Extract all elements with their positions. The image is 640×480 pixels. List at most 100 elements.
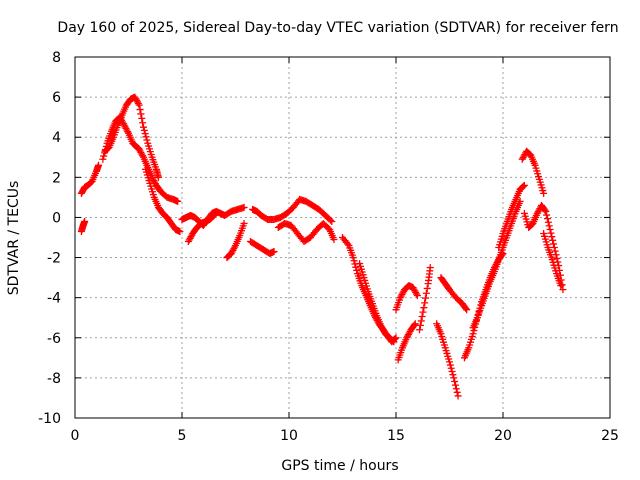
series-track-o (394, 320, 419, 364)
data-point (344, 240, 352, 248)
y-tick-label: 2 (52, 170, 61, 186)
data-point (447, 364, 455, 372)
data-point (240, 219, 248, 227)
data-point (446, 358, 453, 366)
data-point (550, 240, 558, 248)
data-point (543, 211, 551, 219)
data-point (210, 211, 218, 219)
series-track-e (142, 165, 184, 235)
data-point (416, 326, 424, 334)
data-point (551, 247, 559, 255)
y-tick-label: 0 (52, 210, 61, 226)
series-track-d (101, 93, 162, 181)
x-axis-label: GPS time / hours (281, 458, 398, 474)
data-point (451, 377, 459, 385)
data-point (418, 313, 426, 321)
data-point (559, 286, 567, 294)
data-point (330, 236, 338, 244)
data-point (541, 206, 549, 214)
data-point (124, 128, 132, 136)
series-track-q (433, 320, 462, 400)
data-point (413, 290, 421, 298)
y-tick-label: 6 (52, 90, 61, 106)
data-point (349, 254, 357, 262)
data-point (540, 189, 548, 197)
series-track-n (392, 282, 421, 314)
data-point (463, 306, 471, 314)
data-point (520, 182, 528, 190)
y-tick-label: -4 (47, 291, 61, 307)
plot-frame (74, 56, 611, 419)
y-tick-label: -2 (47, 251, 61, 267)
data-point (452, 385, 460, 393)
data-point (421, 299, 429, 307)
data-point (140, 126, 148, 134)
data-point (139, 123, 147, 131)
y-tick-label: -6 (47, 331, 61, 347)
data-point (557, 282, 565, 290)
data-point (95, 161, 103, 169)
data-point (411, 320, 419, 328)
data-point (176, 227, 184, 235)
data-point (231, 243, 239, 251)
series-track-x (540, 229, 565, 290)
series-track-r (437, 274, 471, 314)
data-point (549, 236, 557, 244)
data-point (390, 338, 398, 346)
data-point (350, 257, 358, 265)
data-point (99, 155, 107, 163)
y-tick-label: 4 (52, 130, 61, 146)
series-track-g (184, 211, 218, 246)
x-tick-label: 15 (387, 428, 405, 444)
data-point (134, 100, 142, 108)
data-point (352, 263, 360, 271)
data-point (327, 216, 335, 224)
data-point (143, 136, 151, 144)
y-tick-label: -8 (47, 371, 61, 387)
series-track-p (416, 264, 434, 334)
data-point (422, 289, 430, 297)
data-point (270, 248, 278, 256)
data-point (422, 294, 430, 302)
series-track-h (223, 219, 248, 262)
data-point (174, 197, 182, 205)
data-point (553, 254, 561, 262)
data-point (544, 215, 552, 223)
x-tick-label: 5 (178, 428, 187, 444)
data-point (548, 233, 556, 241)
data-point (546, 225, 554, 233)
data-point (448, 367, 456, 375)
data-point (138, 114, 146, 122)
axis-ticks (74, 56, 611, 419)
series-track-b (77, 217, 89, 235)
y-axis-label: SDTVAR / TECUs (6, 181, 22, 296)
data-point (520, 181, 528, 189)
data-point (240, 203, 248, 211)
data-point (469, 330, 477, 338)
series-track-w (520, 201, 567, 294)
data-point (547, 229, 555, 237)
data-points (77, 93, 567, 400)
data-point (139, 119, 147, 127)
data-point (209, 212, 217, 220)
y-tick-label: -10 (38, 411, 61, 427)
data-point (135, 101, 143, 109)
data-point (544, 218, 552, 226)
data-point (139, 152, 147, 160)
data-point (81, 217, 89, 225)
data-point (413, 292, 421, 300)
data-point (328, 217, 336, 225)
data-point (446, 361, 454, 369)
data-point (419, 308, 427, 316)
series-track-a (77, 161, 103, 197)
grid-lines (75, 57, 610, 418)
data-point (136, 106, 144, 114)
data-point (100, 152, 108, 160)
x-tick-label: 10 (280, 428, 298, 444)
data-point (426, 264, 434, 272)
series-track-j (246, 238, 278, 258)
data-point (416, 321, 424, 329)
series-track-m (356, 260, 398, 346)
data-point (454, 392, 462, 400)
x-tick-label: 20 (494, 428, 512, 444)
